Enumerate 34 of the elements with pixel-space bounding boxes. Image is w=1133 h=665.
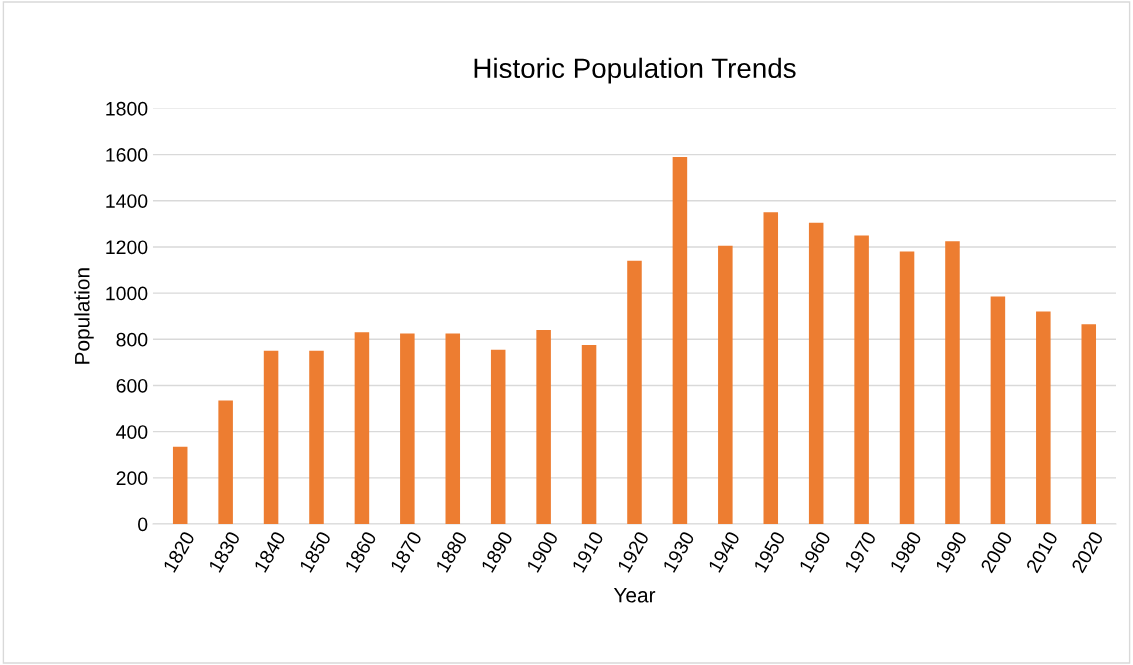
bar <box>808 222 824 525</box>
y-tick-label: 200 <box>116 471 148 486</box>
bar <box>854 235 869 525</box>
y-tick-label: 800 <box>116 332 148 347</box>
y-tick-label: 1000 <box>106 286 148 301</box>
bar <box>172 446 188 525</box>
bar <box>581 345 597 525</box>
bar <box>990 296 1006 525</box>
bar <box>672 156 688 525</box>
y-tick-label: 1600 <box>106 148 148 162</box>
bar <box>400 333 415 525</box>
y-tick-label: 400 <box>116 425 148 439</box>
y-axis-title: Population <box>74 268 94 364</box>
y-tick-label: 600 <box>116 378 148 393</box>
bar <box>309 350 324 525</box>
bar <box>218 400 233 525</box>
y-tick-label: 1200 <box>106 240 148 255</box>
bar <box>1081 324 1097 525</box>
bar <box>627 260 642 525</box>
y-tick-label: 0 <box>138 517 148 532</box>
bar <box>1036 311 1051 525</box>
bar <box>899 251 915 525</box>
bar <box>945 241 960 525</box>
bar <box>263 350 279 525</box>
x-axis-title: Year <box>613 587 656 603</box>
bar <box>490 349 506 525</box>
bar <box>718 245 733 525</box>
bar <box>445 333 461 525</box>
chart-title: Historic Population Trends <box>474 57 796 84</box>
bar <box>354 332 370 525</box>
y-tick-label: 1800 <box>106 101 148 116</box>
y-tick-label: 1400 <box>106 194 148 208</box>
bar <box>763 212 779 525</box>
bar <box>536 330 551 525</box>
